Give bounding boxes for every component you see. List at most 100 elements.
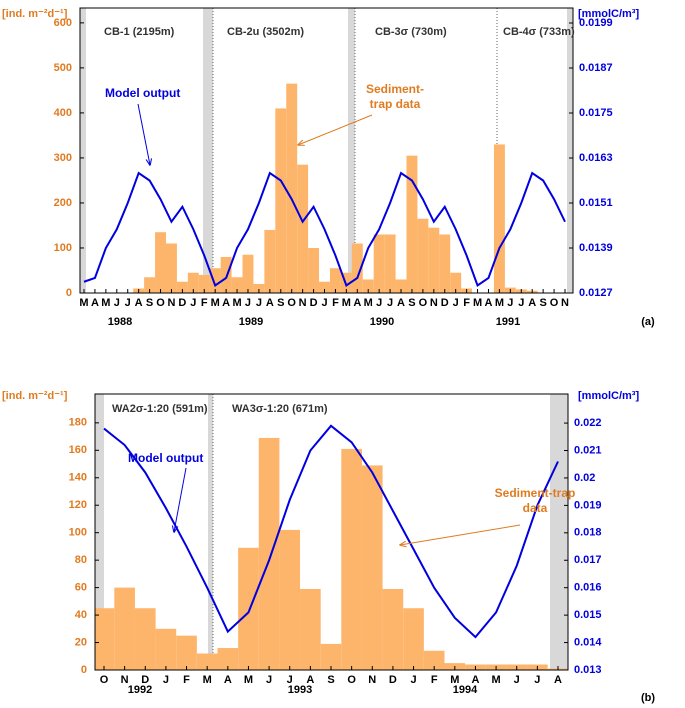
y-tick-label: 120	[69, 499, 87, 511]
x-tick-label: S	[539, 297, 546, 309]
x-tick-label: J	[125, 297, 131, 309]
bar	[176, 281, 188, 293]
x-tick-label: D	[310, 297, 318, 309]
y-tick-label: 200	[54, 197, 72, 209]
annotation-arrow	[137, 103, 150, 165]
x-tick-label: J	[321, 297, 327, 309]
y-tick-label: 40	[75, 609, 87, 621]
model-line	[103, 424, 559, 639]
deployment-label: CB-4σ (733m)	[503, 26, 575, 38]
annotation: Sediment-trap data	[365, 82, 424, 111]
deployment-label: WA3σ-1:20 (671m)	[232, 403, 328, 415]
bar	[209, 268, 221, 293]
plot	[83, 83, 566, 293]
x-tick-label: M	[473, 297, 482, 309]
x-tick-label: A	[397, 297, 405, 309]
annotation: Model output	[128, 451, 204, 465]
x-tick-label: F	[463, 297, 470, 309]
x-tick-label: N	[299, 297, 307, 309]
bar	[373, 234, 385, 293]
x-tick-label: J	[514, 674, 520, 686]
x-tick-label: O	[100, 674, 109, 686]
y2-tick-label: 0.0163	[579, 152, 613, 164]
bar	[134, 608, 156, 670]
y2-tick-label: 0.016	[574, 582, 602, 594]
y2-tick-label: 0.014	[574, 636, 602, 648]
x-tick-label: O	[287, 297, 296, 309]
y2-tick-label: 0.015	[574, 609, 602, 621]
x-tick-label: N	[430, 297, 438, 309]
bar	[279, 529, 301, 670]
bar	[286, 83, 298, 293]
y-tick-label: 400	[54, 107, 72, 119]
bar	[264, 229, 276, 293]
x-tick-label: M	[450, 674, 459, 686]
x-tick-label: J	[453, 297, 459, 309]
x-tick-label: J	[163, 674, 169, 686]
x-tick-label: N	[561, 297, 569, 309]
y2-tick-label: 0.0175	[579, 107, 613, 119]
bar	[275, 108, 287, 293]
bar	[384, 234, 396, 293]
y-axis-label: [ind. m⁻²d⁻¹]	[2, 8, 68, 20]
bar	[114, 587, 135, 670]
x-tick-label: S	[408, 297, 415, 309]
x-tick-label: F	[332, 297, 339, 309]
x-tick-label: M	[492, 674, 501, 686]
x-tick-label: S	[146, 297, 153, 309]
x-tick-label: A	[353, 297, 361, 309]
bar	[144, 277, 156, 293]
bar	[319, 281, 330, 293]
y-tick-label: 80	[75, 554, 87, 566]
x-tick-label: N	[121, 674, 129, 686]
y2-tick-label: 0.013	[574, 664, 602, 676]
x-tick-label: A	[306, 674, 314, 686]
x-tick-label: N	[167, 297, 175, 309]
x-tick-label: J	[376, 297, 382, 309]
bar	[362, 279, 374, 293]
x-tick-label: D	[441, 297, 449, 309]
x-tick-label: A	[266, 297, 274, 309]
bar	[395, 279, 407, 293]
y2-tick-label: 0.0127	[579, 287, 613, 299]
bar	[300, 588, 321, 670]
x-tick-label: J	[190, 297, 196, 309]
y-tick-label: 0	[81, 664, 87, 676]
x-tick-label: O	[550, 297, 559, 309]
y2-tick-label: 0.021	[574, 444, 602, 456]
bar	[450, 272, 462, 293]
bar	[217, 648, 239, 670]
x-tick-label: N	[368, 674, 376, 686]
bar	[198, 274, 210, 293]
x-tick-label: D	[178, 297, 186, 309]
deployment-label: CB-3σ (730m)	[375, 26, 447, 38]
x-tick-label: S	[327, 674, 334, 686]
x-tick-label: M	[495, 297, 504, 309]
bar	[176, 635, 197, 670]
y2-tick-label: 0.022	[574, 417, 602, 429]
x-tick-label: O	[419, 297, 428, 309]
x-tick-label: J	[256, 297, 262, 309]
annotation-arrow	[174, 467, 187, 532]
bar	[258, 437, 280, 670]
bar	[493, 144, 505, 293]
bar	[155, 232, 166, 293]
bar	[308, 247, 320, 293]
x-tick-label: M	[342, 297, 351, 309]
year-label: 1991	[496, 316, 520, 328]
x-tick-label: A	[528, 297, 536, 309]
annotation-arrow	[400, 524, 521, 545]
year-label: 1994	[453, 684, 478, 696]
annotation: Sediment-trap data	[494, 486, 576, 515]
bar	[187, 272, 199, 293]
bar	[297, 164, 309, 293]
y2-tick-label: 0.0139	[579, 242, 613, 254]
y-tick-label: 140	[69, 472, 87, 484]
bar	[196, 653, 218, 670]
bar	[361, 465, 383, 670]
x-tick-label: D	[389, 674, 397, 686]
y2-tick-label: 0.02	[574, 472, 595, 484]
x-tick-label: M	[101, 297, 110, 309]
